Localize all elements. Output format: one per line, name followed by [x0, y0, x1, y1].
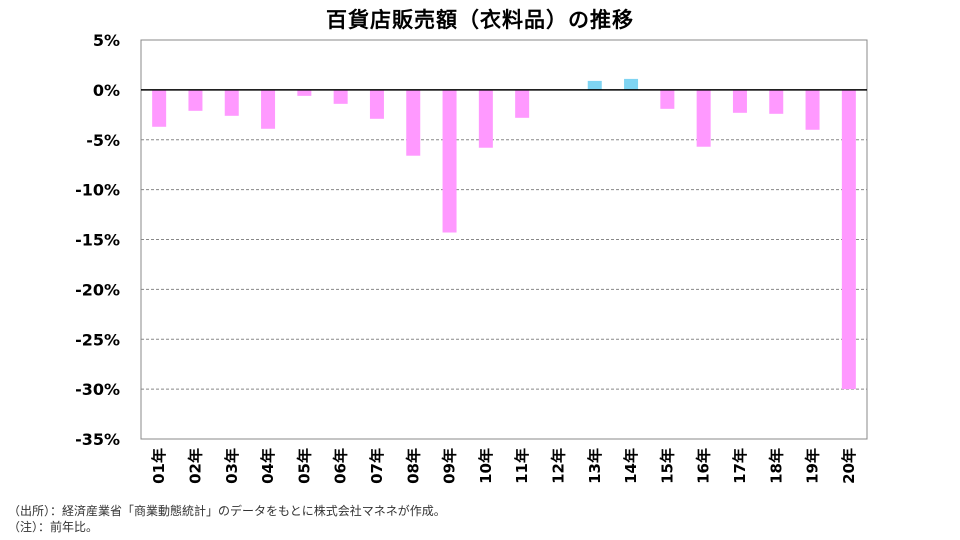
x-category-label: 12年	[549, 448, 567, 484]
bar-01年	[152, 89, 167, 127]
x-category-label: 20年	[840, 448, 858, 484]
x-category-label: 18年	[767, 448, 785, 484]
x-category-label: 05年	[295, 448, 313, 484]
bar-17年	[732, 89, 747, 113]
x-category-label: 17年	[731, 448, 749, 484]
bar-04年	[261, 89, 276, 129]
x-category-label: 19年	[804, 448, 822, 484]
x-category-label: 02年	[186, 448, 204, 484]
y-tick-label: -25%	[75, 330, 120, 349]
x-category-label: 04年	[259, 448, 277, 484]
y-tick-label: -10%	[75, 181, 120, 200]
x-category-label: 16年	[695, 448, 713, 484]
bar-16年	[696, 89, 711, 147]
bar-11年	[515, 89, 530, 118]
y-tick-label: 5%	[93, 31, 120, 50]
x-category-label: 13年	[586, 448, 604, 484]
y-tick-label: -30%	[75, 380, 120, 399]
x-category-label: 09年	[441, 448, 459, 484]
remark-note: （注）：前年比。	[8, 520, 99, 534]
y-tick-label: 0%	[93, 81, 120, 100]
x-category-label: 11年	[513, 448, 531, 484]
x-category-labels: 01年 02年 03年 04年 05年 06年 07年 08年 09年 10年 11年 12年 13年 1…	[150, 448, 858, 484]
bar-13年	[587, 80, 602, 90]
bar-10年	[478, 89, 493, 148]
x-category-label: 14年	[622, 448, 640, 484]
bar-14年	[624, 78, 639, 90]
bar-07年	[369, 89, 384, 119]
gridlines	[141, 139, 867, 390]
bar-02年	[188, 89, 203, 111]
bar-19年	[805, 89, 820, 130]
bar-05年	[297, 89, 312, 96]
x-category-label: 01年	[150, 448, 168, 484]
x-category-label: 10年	[477, 448, 495, 484]
bar-06年	[333, 89, 348, 104]
source-note: （出所）：経済産業省「商業動態統計」のデータをもとに株式会社マネネが作成。	[8, 504, 446, 518]
bars	[152, 78, 856, 390]
x-category-label: 07年	[368, 448, 386, 484]
bar-09年	[442, 89, 457, 233]
bar-08年	[406, 89, 421, 156]
x-category-label: 15年	[658, 448, 676, 484]
y-tick-label: -5%	[86, 131, 120, 150]
y-tick-label: -15%	[75, 231, 120, 250]
chart-title: 百貨店販売額（衣料品）の推移	[326, 8, 634, 32]
bar-18年	[769, 89, 784, 114]
bar-20年	[841, 89, 856, 390]
x-category-label: 03年	[223, 448, 241, 484]
bar-15年	[660, 89, 675, 109]
plot-frame	[140, 39, 868, 440]
y-tick-label: -35%	[75, 430, 120, 449]
x-category-label: 08年	[404, 448, 422, 484]
x-category-label: 06年	[332, 448, 350, 484]
bar-03年	[224, 89, 239, 116]
y-tick-labels: 5% 0% -5% -10% -15% -20% -25% -30% -35%	[75, 31, 120, 449]
y-tick-label: -20%	[75, 280, 120, 299]
